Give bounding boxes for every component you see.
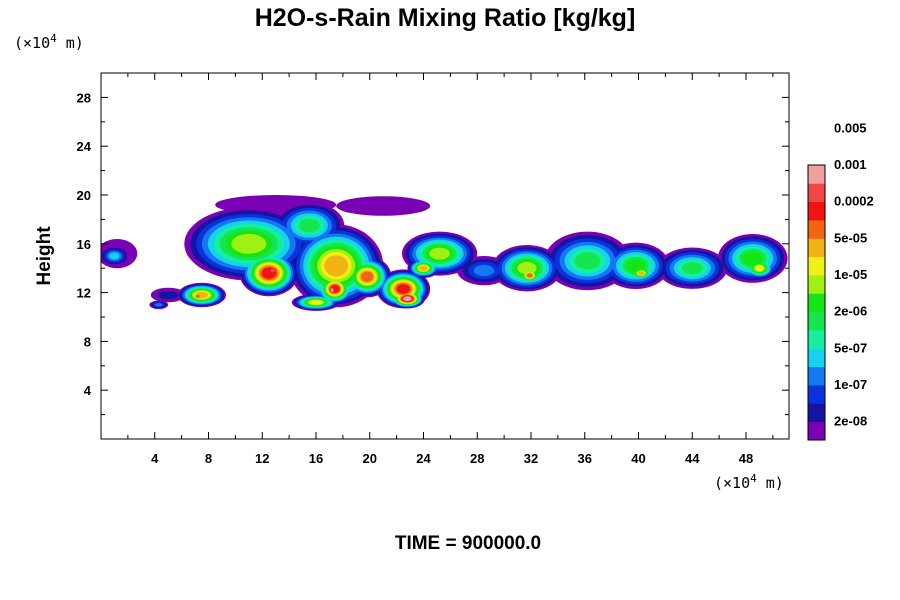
contour-region-b21-l3: [473, 265, 495, 277]
chart-title: H2O-s-Rain Mixing Ratio [kg/kg]: [255, 4, 636, 32]
y-tick-label: 12: [77, 286, 91, 301]
colorbar-swatch: [808, 330, 825, 349]
x-tick-label: 16: [309, 451, 323, 466]
colorbar-swatch: [808, 256, 825, 276]
x-tick-label: 40: [631, 451, 645, 466]
colorbar-swatch: [808, 165, 825, 184]
x-tick-label: 20: [363, 451, 377, 466]
colorbar-label: 0.005: [834, 120, 867, 135]
y-axis-label: Height: [34, 226, 55, 286]
contour-region-b1-l4: [109, 252, 120, 260]
y-tick-label: 8: [84, 334, 91, 349]
x-tick-label: 12: [255, 451, 269, 466]
x-tick-label: 8: [205, 451, 212, 466]
contour-region-b18-l9: [309, 300, 323, 305]
contour-region-b23-l11: [526, 273, 533, 278]
x-unit-suffix: m): [757, 474, 784, 492]
y-tick-label: 28: [77, 90, 91, 105]
contour-region-b16-l12: [396, 284, 410, 294]
y-tick-label: 16: [77, 237, 91, 252]
y-tick-label: 24: [77, 139, 92, 154]
contour-region-b14-l14: [330, 288, 334, 293]
contour-region-b12-l10: [324, 255, 349, 277]
colorbar-label: 1e-05: [834, 267, 867, 282]
colorbar-swatch: [808, 238, 825, 258]
x-tick-label: 28: [470, 451, 484, 466]
contour-region-b28-l7: [742, 251, 763, 266]
colorbar-swatch: [808, 293, 825, 313]
colorbar-swatch: [808, 366, 825, 386]
x-tick-label: 32: [524, 451, 538, 466]
contour-region-b5-l11: [195, 294, 200, 298]
colorbar-swatch: [808, 421, 825, 441]
colorbar-swatch: [808, 385, 825, 404]
colorbar: 2e-08 1e-07 5e-07 2e-06 1e-05 5e-05 0.0002 0.00…: [807, 120, 874, 441]
y-tick-label: 20: [77, 188, 91, 203]
colorbar-label: 5e-05: [834, 230, 867, 245]
contour-region-b24-l6: [574, 252, 601, 270]
contour-field: [101, 195, 788, 311]
colorbar-label: 5e-07: [834, 340, 867, 355]
colorbar-label: 0.0002: [834, 194, 874, 209]
contour-region-b26-l10: [638, 271, 645, 275]
contour-region-b29-l9: [755, 265, 764, 272]
x-tick-label: 24: [416, 451, 431, 466]
time-label: TIME = 900000.0: [395, 533, 541, 554]
contour-region-b20-l10: [419, 265, 428, 271]
contour-region-b25-l7: [626, 259, 646, 273]
x-unit-exponent: 4: [750, 472, 757, 485]
y-unit-label: (×104 m): [14, 32, 84, 52]
colorbar-swatch: [808, 403, 825, 423]
colorbar-swatch: [808, 348, 825, 368]
contour-region-b15-l11: [361, 271, 374, 282]
colorbar-swatch: [808, 201, 825, 221]
contour-region-b8-l8: [231, 233, 267, 254]
colorbar-label: 2e-06: [834, 304, 867, 319]
y-unit-suffix: m): [57, 34, 84, 52]
colorbar-swatch: [808, 220, 825, 239]
colorbar-label: 0.001: [834, 157, 867, 172]
y-unit-prefix: (×10: [14, 34, 50, 52]
plot-frame: [100, 72, 790, 440]
colorbar-frame: [807, 164, 826, 441]
x-tick-label: 48: [739, 451, 753, 466]
contour-region-b10-l13: [270, 268, 276, 273]
x-tick-label: 36: [578, 451, 592, 466]
colorbar-swatch: [808, 183, 825, 203]
x-unit-label: (×104 m): [714, 472, 784, 492]
colorbar-swatch: [808, 311, 825, 331]
contour-region-b3-l1: [157, 290, 179, 300]
contour-region-b19-l8: [429, 247, 450, 260]
y-tick-label: 4: [84, 383, 92, 398]
contour-region-b11-l6: [298, 218, 320, 233]
contour-region-b2-l3: [155, 303, 163, 307]
contour-region-b17-l14: [403, 296, 412, 302]
x-tick-label: 44: [685, 451, 700, 466]
contour-region-b22-l8: [517, 261, 537, 275]
x-axis: 4 8 12 16 20 24 28 32 36 40 44 48: [127, 73, 774, 466]
contour-region-b27-l6: [681, 262, 703, 275]
y-unit-exponent: 4: [50, 32, 57, 45]
y-axis: 4 8 12 16 20 24 28: [77, 90, 789, 416]
colorbar-label: 2e-08: [834, 414, 867, 429]
x-unit-prefix: (×10: [714, 474, 750, 492]
colorbar-label: 1e-07: [834, 377, 867, 392]
colorbar-swatch: [808, 275, 825, 294]
x-tick-label: 4: [151, 451, 159, 466]
contour-region-b7-l0: [336, 196, 431, 216]
